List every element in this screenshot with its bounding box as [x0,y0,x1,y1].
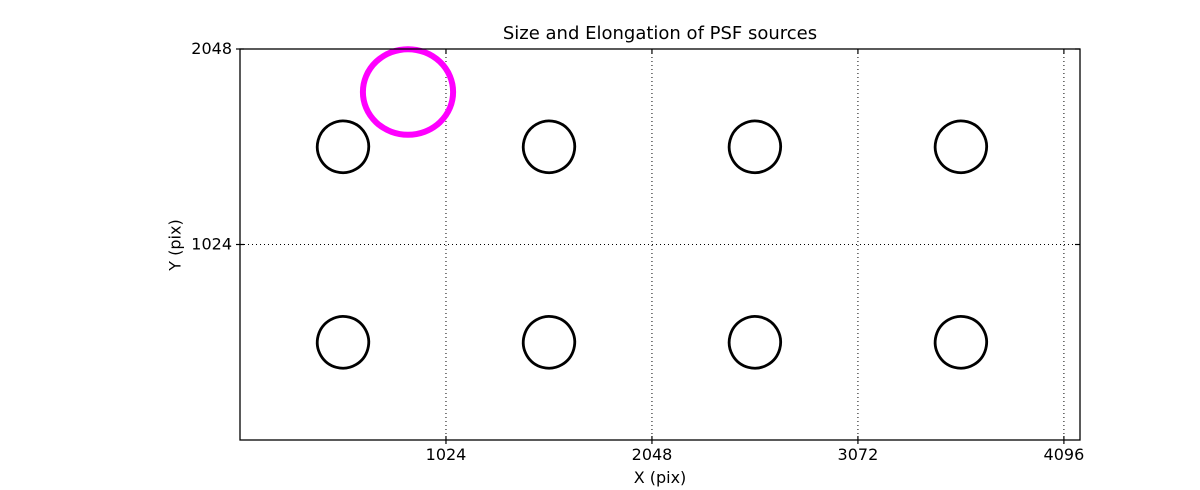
psf-sources-ellipse [315,315,371,370]
x-tick-label: 1024 [426,445,467,464]
psf-sources-ellipse [933,119,989,175]
psf-sources-ellipse [727,119,783,175]
psf-sources-ellipse [315,119,371,175]
psf-sources-ellipse [521,315,577,370]
x-tick-label: 4096 [1044,445,1085,464]
y-axis-label-text: Y (pix) [165,219,185,271]
x-tick-label: 2048 [632,445,673,464]
y-tick-label: 2048 [191,39,232,58]
x-tick-label: 3072 [838,445,879,464]
psf-sources-ellipse [521,119,577,175]
x-axis-label: X (pix) [633,468,687,487]
psf-sources-ellipse [933,315,989,370]
y-tick-label: 1024 [191,235,232,254]
highlighted-source-ellipse [359,46,457,138]
psf-sources-ellipse [727,315,783,370]
chart-title: Size and Elongation of PSF sources [502,23,818,44]
